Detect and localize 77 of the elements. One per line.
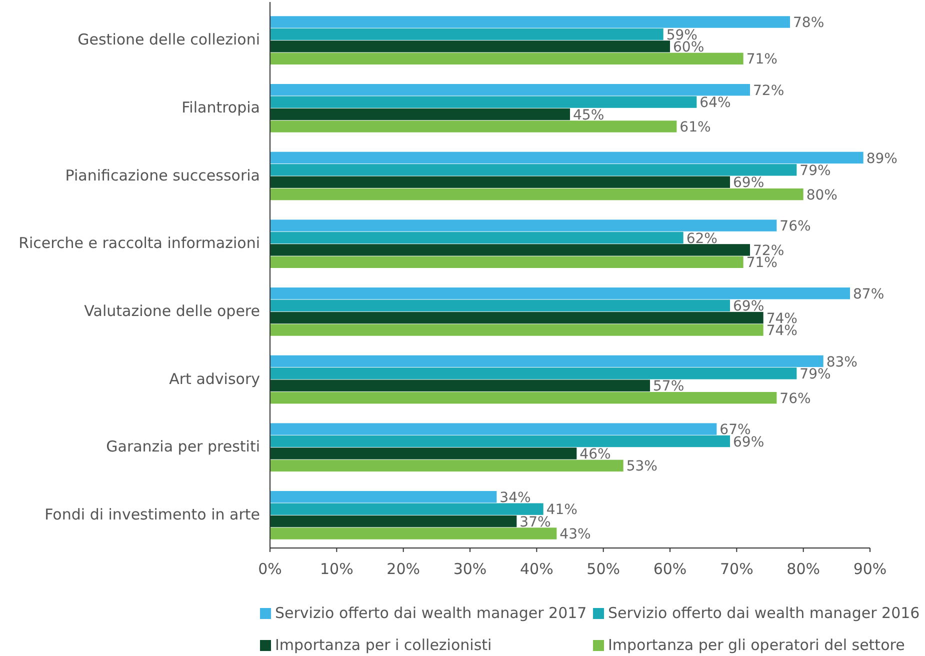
bar [270, 256, 744, 268]
bar [270, 312, 764, 324]
bar [270, 164, 797, 176]
data-label: 79% [800, 162, 831, 179]
x-tick-label: 30% [453, 560, 487, 578]
data-label: 69% [733, 175, 764, 192]
bar [270, 368, 797, 380]
x-tick-label: 20% [386, 560, 420, 578]
bar [270, 28, 664, 40]
data-label: 78% [793, 15, 824, 32]
legend-label: Importanza per i collezionisti [275, 636, 492, 654]
x-tick-label: 40% [520, 560, 554, 578]
y-tick-label: Valutazione delle opere [84, 302, 260, 320]
y-tick-label: Gestione delle collezioni [78, 30, 260, 49]
bar [270, 287, 850, 300]
bar [270, 40, 670, 52]
data-label: 74% [766, 323, 798, 340]
x-tick-label: 10% [320, 560, 354, 578]
bar [270, 380, 650, 392]
bar [270, 244, 750, 256]
bar [270, 84, 750, 96]
bar [270, 108, 570, 120]
y-tick-label: Art advisory [169, 370, 260, 388]
data-label: 72% [753, 82, 784, 99]
x-tick-label: 60% [653, 560, 687, 578]
data-label: 87% [853, 286, 884, 302]
data-label: 71% [746, 52, 778, 68]
x-tick-label: 70% [720, 560, 754, 578]
data-label: 60% [673, 39, 704, 56]
data-label: 64% [700, 95, 731, 112]
bar [270, 503, 544, 515]
bar [270, 515, 517, 528]
bar [270, 460, 624, 472]
data-label: 61% [680, 120, 711, 136]
bar [270, 232, 684, 244]
y-tick-label: Ricerche e raccolta informazioni [18, 234, 260, 252]
data-label: 43% [560, 526, 591, 543]
data-label: 53% [626, 458, 658, 475]
data-label: 76% [780, 390, 811, 407]
y-tick-label: Filantropia [182, 98, 260, 117]
bar [270, 188, 804, 200]
x-tick-label: 0% [258, 560, 282, 578]
bar [270, 392, 777, 404]
bar [270, 52, 744, 64]
bar [270, 152, 864, 164]
bar [270, 220, 777, 232]
bar [270, 300, 730, 312]
data-label: 89% [866, 150, 898, 167]
bar [270, 16, 790, 28]
bar [270, 491, 497, 503]
legend-label: Servizio offerto dai wealth manager 2016 [608, 604, 920, 622]
x-tick-label: 90% [853, 560, 887, 578]
y-tick-label: Fondi di investimento in arte [44, 506, 260, 524]
data-label: 62% [686, 230, 718, 247]
data-label: 57% [653, 378, 684, 395]
y-tick-label: Pianificazione successoria [65, 166, 260, 184]
bar [270, 423, 717, 435]
x-tick-label: 50% [586, 560, 620, 578]
data-label: 80% [806, 187, 838, 204]
data-label: 46% [580, 446, 611, 463]
data-label: 69% [733, 298, 764, 315]
bar [270, 528, 557, 540]
bar [270, 448, 577, 460]
bar [270, 120, 677, 132]
y-tick-label: Garanzia per prestiti [106, 438, 260, 456]
bar [270, 176, 730, 188]
data-label: 69% [733, 434, 764, 450]
bar [270, 324, 764, 336]
bar [270, 96, 697, 108]
data-label: 45% [573, 107, 604, 124]
data-label: 34% [500, 490, 531, 506]
x-tick-label: 80% [786, 560, 820, 578]
data-label: 76% [780, 218, 811, 235]
legend-label: Importanza per gli operatori del settore [608, 636, 905, 654]
legend-label: Servizio offerto dai wealth manager 2017 [275, 604, 587, 622]
bar [270, 435, 730, 448]
bar [270, 355, 824, 368]
